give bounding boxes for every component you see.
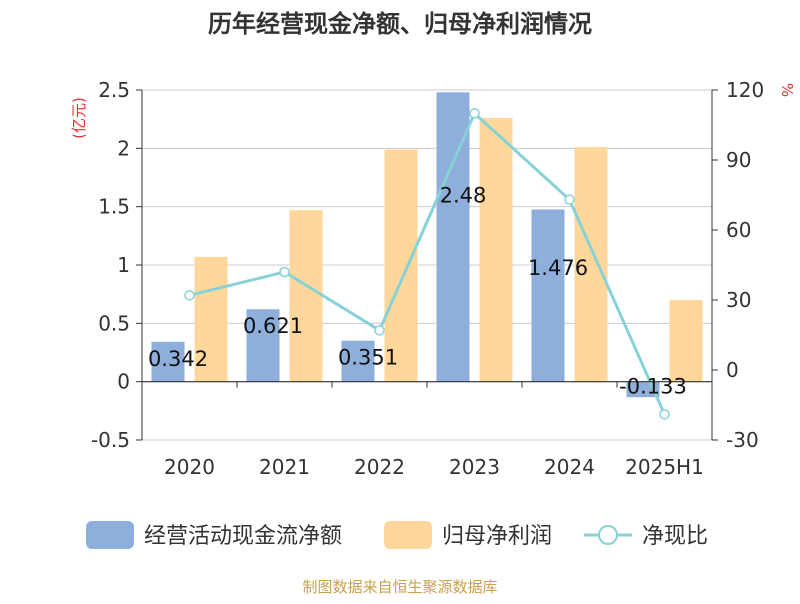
legend-label-ratio: 净现比 (642, 524, 708, 549)
left-axis-tick-label: 2.5 (98, 78, 130, 102)
category-label: 2023 (449, 455, 500, 479)
cash-flow-bar (151, 341, 185, 382)
cash-flow-bar (531, 209, 565, 382)
category-label: 2021 (259, 455, 310, 479)
source-note: 制图数据来自恒生聚源数据库 (302, 578, 497, 596)
axes: -0.5 0 0.5 1 1.5 2 2.5 -30 0 30 60 90 120 2020 2021 202… (91, 78, 764, 479)
ratio-point (374, 325, 385, 336)
right-axis-unit: % (778, 83, 796, 97)
legend: 经营活动现金流净额 归母净利润 净现比 (86, 521, 708, 549)
cash-flow-data-label: 2.48 (440, 183, 487, 207)
net-profit-bar (669, 300, 703, 382)
right-axis-tick-label: 90 (726, 148, 751, 172)
ratio-point (184, 290, 195, 301)
cash-flow-data-label: 0.621 (243, 314, 303, 338)
category-label: 2020 (164, 455, 215, 479)
right-axis-tick-label: 120 (726, 78, 764, 102)
ratio-point (659, 409, 670, 420)
ratio-point (564, 194, 575, 205)
cash-flow-data-label: 0.351 (338, 346, 398, 370)
right-axis-tick-label: 60 (726, 218, 751, 242)
cash-flow-bar (341, 340, 375, 382)
legend-swatch-ratio-marker (598, 525, 618, 545)
net-profit-bar (289, 210, 323, 382)
left-axis-tick-label: 2 (117, 136, 130, 160)
net-profit-bar (384, 149, 418, 382)
legend-label-net-profit: 归母净利润 (442, 524, 552, 549)
right-axis-tick-label: -30 (726, 428, 759, 452)
net-profit-bar (479, 118, 513, 382)
left-axis-tick-label: 1.5 (98, 195, 130, 219)
bars (151, 92, 703, 398)
left-axis-tick-label: 0.5 (98, 311, 130, 335)
legend-swatch-net-profit (384, 521, 432, 549)
right-axis-tick-label: 0 (726, 358, 739, 382)
ratio-point (469, 108, 480, 119)
left-axis-tick-label: 1 (117, 253, 130, 277)
category-label: 2024 (544, 455, 595, 479)
legend-label-cash-flow: 经营活动现金流净额 (144, 524, 342, 549)
left-axis-tick-label: -0.5 (91, 428, 130, 452)
ratio-line (184, 108, 670, 420)
legend-swatch-cash-flow (86, 521, 134, 549)
ratio-series-line (189, 110, 666, 415)
category-label: 2025H1 (625, 455, 704, 479)
data-labels: 0.342 0.621 0.351 2.48 1.476 -0.133 (148, 183, 687, 398)
right-axis-tick-label: 30 (726, 288, 751, 312)
left-axis-tick-label: 0 (117, 370, 130, 394)
cash-flow-data-label: -0.133 (619, 375, 687, 399)
category-label: 2022 (354, 455, 405, 479)
net-profit-bar (194, 256, 228, 382)
net-profit-bar (574, 147, 608, 382)
cash-flow-bar (246, 309, 280, 382)
ratio-point (279, 266, 290, 278)
cash-flow-data-label: 0.342 (148, 347, 208, 371)
cash-flow-data-label: 1.476 (528, 256, 588, 280)
chart-title: 历年经营现金净额、归母净利润情况 (208, 10, 592, 38)
left-axis-unit: (亿元) (70, 97, 88, 139)
